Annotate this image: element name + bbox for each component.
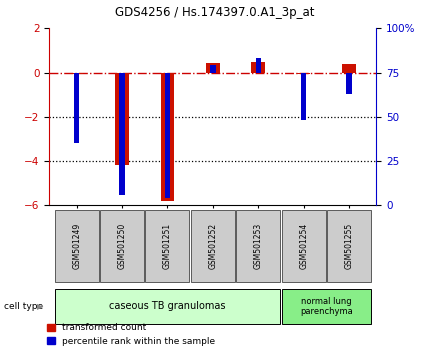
Text: GSM501255: GSM501255 — [344, 223, 353, 269]
Bar — [161, 73, 174, 201]
Bar — [255, 58, 261, 73]
Bar — [342, 64, 356, 73]
Text: cell type: cell type — [4, 302, 43, 311]
Bar — [74, 73, 80, 143]
FancyBboxPatch shape — [282, 289, 371, 324]
FancyBboxPatch shape — [282, 210, 326, 282]
Bar — [301, 73, 306, 120]
Bar — [165, 73, 170, 198]
Bar — [120, 73, 125, 195]
Text: GSM501249: GSM501249 — [72, 223, 81, 269]
FancyBboxPatch shape — [55, 210, 99, 282]
Bar — [70, 73, 83, 74]
Bar — [252, 62, 265, 73]
Bar — [210, 65, 215, 73]
FancyBboxPatch shape — [55, 289, 280, 324]
Text: GSM501252: GSM501252 — [209, 223, 217, 269]
Text: GSM501253: GSM501253 — [254, 223, 263, 269]
FancyBboxPatch shape — [191, 210, 235, 282]
Bar — [297, 73, 310, 74]
Text: GDS4256 / Hs.174397.0.A1_3p_at: GDS4256 / Hs.174397.0.A1_3p_at — [115, 6, 315, 19]
Text: GSM501254: GSM501254 — [299, 223, 308, 269]
Text: caseous TB granulomas: caseous TB granulomas — [109, 301, 226, 311]
Text: GSM501251: GSM501251 — [163, 223, 172, 269]
FancyBboxPatch shape — [100, 210, 144, 282]
Text: GSM501250: GSM501250 — [117, 223, 126, 269]
Legend: transformed count, percentile rank within the sample: transformed count, percentile rank withi… — [43, 320, 219, 349]
Bar — [115, 73, 129, 166]
Bar — [346, 73, 352, 94]
FancyBboxPatch shape — [145, 210, 190, 282]
FancyBboxPatch shape — [327, 210, 371, 282]
FancyBboxPatch shape — [236, 210, 280, 282]
Text: normal lung
parenchyma: normal lung parenchyma — [300, 297, 353, 316]
Bar — [206, 63, 220, 73]
Text: ▶: ▶ — [37, 302, 43, 311]
